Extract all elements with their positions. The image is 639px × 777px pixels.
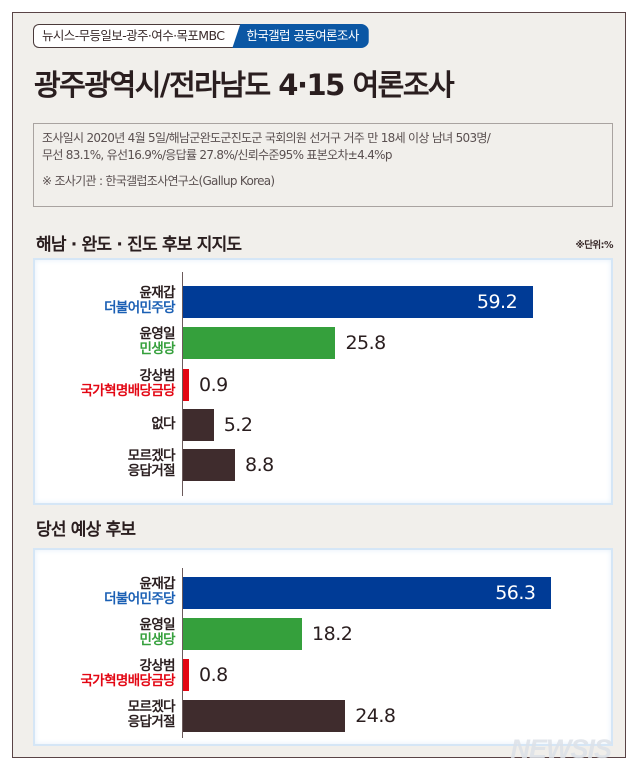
value-label: 56.3: [495, 582, 536, 604]
bar: [183, 577, 552, 609]
bar: [183, 700, 346, 732]
chart-1-row: 강상범 국가혁명배당금당 0.9: [33, 369, 613, 401]
chart-1-row: 모르겠다 응답거절 8.8: [33, 449, 613, 481]
survey-info-line-1: 조사일시 2020년 4월 5일/해남군완도군진도군 국회의원 선거구 거주 만…: [42, 131, 491, 145]
chart-1-row: 윤영일 민생당 25.8: [33, 327, 613, 359]
value-label: 0.8: [199, 664, 228, 686]
bar: [183, 327, 336, 359]
bar-label: 윤재갑 더불어민주당: [104, 285, 176, 316]
page-title: 광주광역시/전라남도 4·15 여론조사: [34, 68, 455, 102]
bar: [183, 369, 189, 401]
candidate-name: 윤재갑: [139, 285, 176, 301]
gallup-joint-survey-badge: 한국갤럽 공동여론조사: [232, 24, 369, 48]
candidate-name: 모르겠다: [127, 448, 176, 464]
survey-info-box: 조사일시 2020년 4월 5일/해남군완도군진도군 국회의원 선거구 거주 만…: [33, 123, 613, 207]
value-label: 8.8: [245, 454, 274, 476]
survey-agency-note: ※ 조사기관 : 한국갤럽조사연구소(Gallup Korea): [42, 174, 275, 188]
candidate-name: 모르겠다: [127, 699, 176, 715]
chart-1-title: 해남 · 완도 · 진도 후보 지지도: [36, 235, 242, 255]
party-name: 민생당: [139, 341, 176, 357]
bar-label: 없다: [151, 417, 175, 432]
candidate-name: 강상범: [139, 658, 176, 674]
value-label: 24.8: [355, 705, 396, 727]
bar-label: 윤영일 민생당: [139, 326, 176, 357]
bar: [183, 286, 533, 318]
party-name: 민생당: [139, 632, 176, 648]
chart-2-row: 강상범 국가혁명배당금당 0.8: [33, 659, 613, 691]
candidate-name: 없다: [151, 416, 175, 432]
survey-info-line-2: 무선 83.1%, 유선16.9%/응답률 27.8%/신뢰수준95% 표본오차…: [42, 148, 392, 162]
media-partners-label: 뉴시스-무등일보-광주·여수·목포MBC: [33, 24, 255, 48]
party-name: 더불어민주당: [104, 591, 176, 607]
chart-2-row: 윤영일 민생당 18.2: [33, 618, 613, 650]
bar-label: 강상범 국가혁명배당금당: [80, 369, 175, 399]
bar: [183, 618, 303, 650]
value-label: 0.9: [199, 374, 228, 396]
candidate-name: 강상범: [139, 368, 176, 384]
bar: [183, 659, 189, 691]
candidate-name: 윤영일: [139, 326, 176, 342]
bar-label: 모르겠다 응답거절: [127, 448, 176, 479]
party-name: 응답거절: [127, 463, 176, 479]
chart-2-row: 윤재갑 더불어민주당 56.3: [33, 577, 613, 609]
chart-1-axis: [182, 272, 183, 496]
value-label: 18.2: [312, 623, 353, 645]
bar-label: 윤영일 민생당: [139, 617, 176, 648]
bar-label: 모르겠다 응답거절: [127, 699, 176, 730]
chart-1-panel: 윤재갑 더불어민주당 59.2 윤영일 민생당 25.8 강상범 국가혁명배당금당 0.9 없다 5…: [33, 258, 613, 505]
candidate-name: 윤영일: [139, 617, 176, 633]
value-label: 59.2: [476, 291, 518, 313]
bar: [183, 449, 235, 481]
unit-note: ※단위:%: [575, 240, 613, 251]
party-name: 국가혁명배당금당: [80, 673, 175, 689]
chart-1-row: 윤재갑 더불어민주당 59.2: [33, 286, 613, 318]
party-name: 응답거절: [127, 714, 176, 730]
value-label: 5.2: [223, 414, 253, 436]
party-name: 더불어민주당: [104, 300, 176, 316]
bar-label: 강상범 국가혁명배당금당: [80, 659, 175, 689]
chart-1-row: 없다 5.2: [33, 409, 613, 441]
chart-2-panel: 윤재갑 더불어민주당 56.3 윤영일 민생당 18.2 강상범 국가혁명배당금당 0.8 모르겠…: [33, 548, 613, 746]
bar-label: 윤재갑 더불어민주당: [104, 576, 176, 607]
chart-2-title: 당선 예상 후보: [36, 520, 136, 540]
source-tag: 뉴시스-무등일보-광주·여수·목포MBC 한국갤럽 공동여론조사: [33, 24, 369, 48]
chart-2-row: 모르겠다 응답거절 24.8: [33, 700, 613, 732]
newsis-watermark: NEWSIS: [510, 734, 612, 764]
chart-2-axis: [182, 568, 183, 738]
value-label: 25.8: [345, 332, 386, 354]
candidate-name: 윤재갑: [139, 576, 176, 592]
bar: [183, 409, 214, 441]
party-name: 국가혁명배당금당: [80, 383, 175, 399]
